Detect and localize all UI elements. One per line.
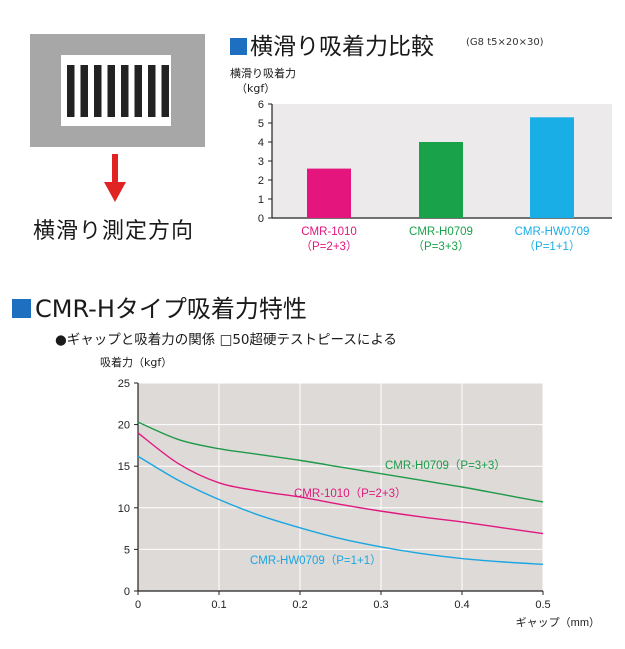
bar-ytick-label: 4 [258,137,264,149]
slot [161,65,169,117]
slot [94,65,102,117]
series-label: CMR-H0709（P=3+3） [385,459,506,472]
bar-ytick-label: 1 [258,194,264,206]
bar-category-label: CMR-1010 [301,226,357,238]
line-ytick-label: 0 [124,586,130,598]
line-xtick-label: 0.1 [211,599,226,611]
bar-cmr-1010 [307,168,351,218]
bar-category-label: CMR-H0709 [409,226,473,238]
line-ylabel: 吸着力（kgf） [100,356,173,369]
line-ytick-label: 25 [118,378,130,390]
test-condition: (G8 t5×20×30) [466,37,544,48]
bar-ytick-label: 5 [258,118,264,130]
slot [107,65,115,117]
line-xlabel: ギャップ（mm） [516,616,600,629]
line-ytick-label: 20 [118,420,130,432]
line-xtick-label: 0.2 [292,599,307,611]
bar-ylabel-line1: 横滑り吸着力 [230,67,296,80]
bar-category-sublabel: （P=1+1） [524,240,581,253]
bar-category-sublabel: （P=3+3） [413,240,470,253]
slot [67,65,75,117]
section-title: CMR-Hタイプ吸着力特性 [12,289,307,324]
line-plot-area [138,383,543,591]
bar-cmr-h0709 [419,142,463,218]
slot-plate-diagram [30,34,205,147]
bar-chart: 0 1 2 3 4 5 6 CMR-1010 （P=2+3） CMR-H0709 （P=3+3） CM… [258,99,612,253]
bar-category-label: CMR-HW0709 [515,226,590,238]
title-square-icon [230,38,247,55]
bar-chart-title: 横滑り吸着力比較 [230,27,434,61]
bar-ytick-label: 2 [258,175,264,187]
line-xtick-label: 0.5 [535,599,550,611]
line-ytick-label: 10 [118,503,130,515]
bar-ytick-label: 6 [258,99,264,111]
series-line [137,432,544,535]
series-label: CMR-HW0709（P=1+1） [250,554,382,567]
line-xtick-label: 0 [135,599,141,611]
series-line [137,455,544,566]
title-square-icon [12,299,31,318]
bar-chart-title-text: 横滑り吸着力比較 [250,34,434,60]
line-xtick-label: 0.3 [373,599,388,611]
line-ytick-label: 15 [118,461,130,473]
line-xtick-label: 0.4 [454,599,469,611]
bar-cmr-hw0709 [530,117,574,218]
bar-ylabel-line2: （kgf） [236,82,276,95]
line-ytick-label: 5 [124,544,130,556]
series-line [137,421,544,503]
bar-category-sublabel: （P=2+3） [301,240,358,253]
slot [134,65,142,117]
slot [121,65,129,117]
bar-ytick-label: 0 [258,213,264,225]
section-subtitle: ●ギャップと吸着力の関係 □50超硬テストピースによる [55,332,397,348]
direction-label: 横滑り測定方向 [33,219,195,244]
slot [80,65,88,117]
section-title-text: CMR-Hタイプ吸着力特性 [35,295,307,323]
slot-plate-icon [61,55,171,126]
slot [148,65,156,117]
slot-group [67,65,169,117]
series-label: CMR-1010（P=2+3） [294,487,407,500]
line-chart: 0 0.1 0.2 0.3 0.4 0.5 0 5 10 15 20 25 CMR-H0709（P=3+… [118,378,600,629]
bar-ytick-label: 3 [258,156,264,168]
direction-arrow-icon [104,154,126,202]
